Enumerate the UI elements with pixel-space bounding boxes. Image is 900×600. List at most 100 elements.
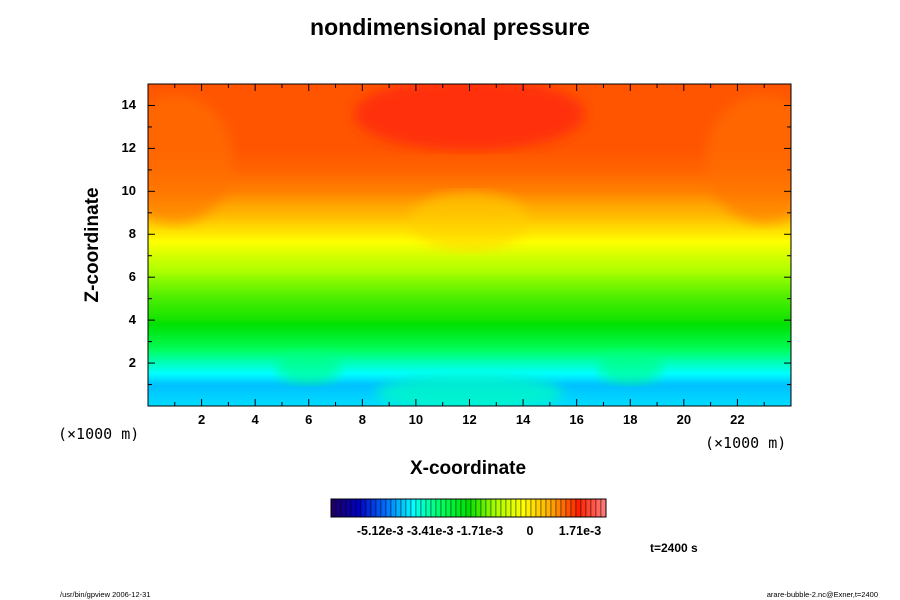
x-tick-label: 8 (358, 412, 366, 427)
colorbar-cell (530, 498, 537, 518)
colorbar-cell (410, 498, 417, 518)
colorbar-cell (385, 498, 392, 518)
field-band (148, 285, 791, 289)
colorbar-cell (580, 498, 587, 518)
colorbar-cell (490, 498, 497, 518)
field-band (148, 250, 791, 255)
colorbar-cell (585, 498, 592, 518)
colorbar-label: -1.71e-3 (456, 524, 504, 538)
field-band (148, 293, 791, 298)
field-band (148, 334, 791, 338)
x-tick-label: 10 (408, 412, 424, 427)
x-tick-label: 20 (676, 412, 692, 427)
field-band (148, 341, 791, 345)
field-band (148, 356, 791, 360)
colorbar-cell (445, 498, 452, 518)
x-tick-label: 6 (305, 412, 313, 427)
colorbar-cell (590, 498, 597, 518)
x-tick-label: 18 (623, 412, 638, 427)
field-band (148, 291, 791, 295)
field-band (148, 366, 791, 371)
field-band (148, 362, 791, 366)
y-axis-label: Z-coordinate (82, 187, 103, 303)
field-feature-right-edge (705, 94, 791, 224)
colorbar-cell (560, 498, 567, 518)
x-axis-label: X-coordinate (409, 458, 527, 479)
colorbar-cell (540, 498, 547, 518)
colorbar-cell (420, 498, 427, 518)
field-band (148, 175, 791, 179)
field-band (148, 315, 791, 319)
colorbar-cell (515, 498, 522, 518)
field-band (148, 369, 791, 373)
y-tick-label: 14 (121, 97, 136, 113)
colorbar-cell (400, 498, 407, 518)
field-band (148, 338, 791, 343)
field-band (148, 158, 791, 162)
x-tick-label: 14 (515, 412, 531, 427)
colorbar-cell (360, 498, 367, 518)
colorbar-cell (565, 498, 572, 518)
colorbar-cell (600, 498, 607, 518)
field-band (148, 343, 791, 347)
colorbar-label: -5.12e-3 (356, 524, 404, 538)
field-band (148, 150, 791, 154)
colorbar-cell (330, 498, 337, 518)
colorbar-label: 1.71e-3 (558, 524, 602, 538)
colorbar-cell (345, 498, 352, 518)
field-band (148, 300, 791, 304)
colorbar-label: 0 (526, 524, 534, 538)
y-tick-label: 12 (121, 140, 136, 156)
field-band (148, 360, 791, 364)
field-feature-left-edge (148, 94, 234, 224)
colorbar-label: -3.41e-3 (406, 524, 454, 538)
field-band (148, 336, 791, 340)
colorbar-cell (525, 498, 532, 518)
colorbar-frame (330, 498, 607, 518)
field-band (148, 298, 791, 302)
field-band (148, 278, 791, 282)
colorbar-cell (380, 498, 387, 518)
field-band (148, 173, 791, 177)
colorbar-cell (510, 498, 517, 518)
field-band (148, 358, 791, 362)
field-band (148, 321, 791, 325)
field-band (148, 188, 791, 192)
field-band (148, 351, 791, 355)
footer-command: /usr/bin/gpview 2006-12-31 (60, 590, 151, 599)
y-axis-unit: (×1000 m) (58, 425, 140, 443)
colorbar-cell (350, 498, 357, 518)
time-label: t=2400 s (650, 541, 698, 555)
field-band (148, 167, 791, 171)
field-band (148, 154, 791, 158)
field-band (148, 186, 791, 190)
field-band (148, 345, 791, 349)
colorbar-cell (435, 498, 442, 518)
colorbar-cell (575, 498, 582, 518)
field-feature-center (410, 191, 529, 252)
field-band (148, 169, 791, 173)
chart-title: nondimensional pressure (310, 14, 590, 40)
x-tick-label: 16 (569, 412, 584, 427)
colorbar-cell (475, 498, 482, 518)
field-band (148, 270, 791, 274)
field-band (148, 306, 791, 310)
colorbar-cell (465, 498, 472, 518)
field-band (148, 255, 791, 259)
colorbar-cell (340, 498, 347, 518)
colorbar-cell (335, 498, 342, 518)
field-band (148, 287, 791, 291)
footer-source: arare-bubble-2.nc@Exner,t=2400 (766, 590, 878, 599)
field-band (148, 296, 791, 300)
field-band (148, 332, 791, 336)
x-tick-label: 2 (197, 412, 206, 427)
colorbar-cell (480, 498, 487, 518)
field-band (148, 319, 791, 323)
field-band (148, 171, 791, 175)
field-band (148, 313, 791, 317)
colorbar-cell (520, 498, 527, 518)
colorbar-cell (470, 498, 477, 518)
colorbar-cell (405, 498, 412, 518)
y-tick-label: 8 (128, 226, 136, 242)
field-band (148, 283, 791, 287)
